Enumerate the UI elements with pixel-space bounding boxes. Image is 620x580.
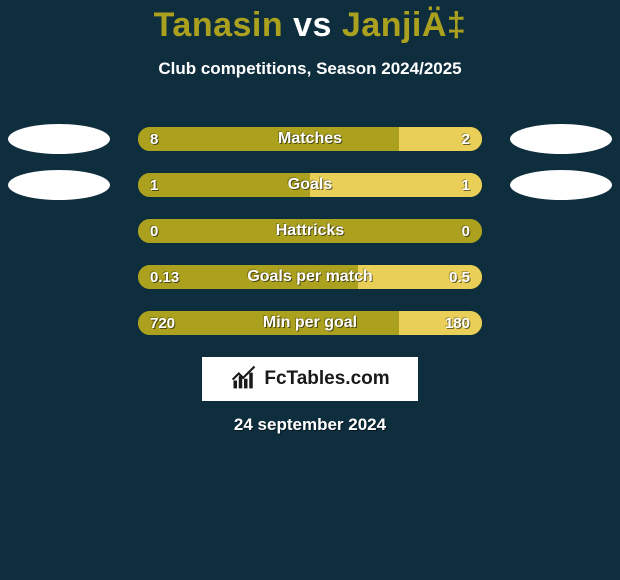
stat-bar-left [138, 127, 399, 151]
stat-value-right: 2 [462, 127, 470, 151]
player-left-name: Tanasin [154, 6, 283, 44]
stat-bar [138, 311, 482, 335]
stat-value-left: 0 [150, 219, 158, 243]
team-badge-left [8, 124, 110, 154]
stat-rows: 82Matches11Goals00Hattricks0.130.5Goals … [0, 127, 620, 335]
stat-value-right: 0 [462, 219, 470, 243]
stat-value-left: 0.13 [150, 265, 179, 289]
page-title: Tanasin vs JanjiÄ‡ [0, 6, 620, 45]
team-badge-right [510, 170, 612, 200]
stat-bar [138, 219, 482, 243]
brand-badge[interactable]: FcTables.com [202, 357, 418, 401]
stat-bar-left [138, 311, 399, 335]
stat-bar-right [310, 173, 482, 197]
stat-value-right: 180 [445, 311, 470, 335]
stat-row: 11Goals [0, 173, 620, 197]
stat-bar [138, 265, 482, 289]
title-vs: vs [293, 6, 332, 44]
date-label: 24 september 2024 [0, 415, 620, 435]
stat-bar [138, 127, 482, 151]
team-badge-left [8, 170, 110, 200]
stat-value-right: 0.5 [449, 265, 470, 289]
stat-row: 82Matches [0, 127, 620, 151]
stat-value-left: 1 [150, 173, 158, 197]
stat-row: 0.130.5Goals per match [0, 265, 620, 289]
stat-bar-left [138, 173, 310, 197]
team-badge-right [510, 124, 612, 154]
stat-row: 720180Min per goal [0, 311, 620, 335]
comparison-infographic: Tanasin vs JanjiÄ‡ Club competitions, Se… [0, 0, 620, 580]
stat-row: 00Hattricks [0, 219, 620, 243]
player-right-name: JanjiÄ‡ [342, 6, 466, 44]
stat-value-left: 720 [150, 311, 175, 335]
stat-bar-left [138, 219, 482, 243]
stat-bar [138, 173, 482, 197]
stat-value-right: 1 [462, 173, 470, 197]
brand-text: FcTables.com [264, 368, 389, 390]
bar-chart-icon [230, 363, 258, 396]
stat-value-left: 8 [150, 127, 158, 151]
subtitle: Club competitions, Season 2024/2025 [0, 59, 620, 79]
